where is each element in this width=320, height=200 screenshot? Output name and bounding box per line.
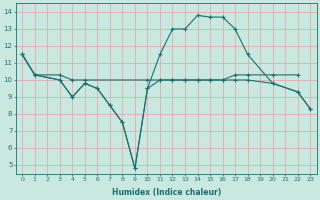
X-axis label: Humidex (Indice chaleur): Humidex (Indice chaleur) bbox=[112, 188, 221, 197]
